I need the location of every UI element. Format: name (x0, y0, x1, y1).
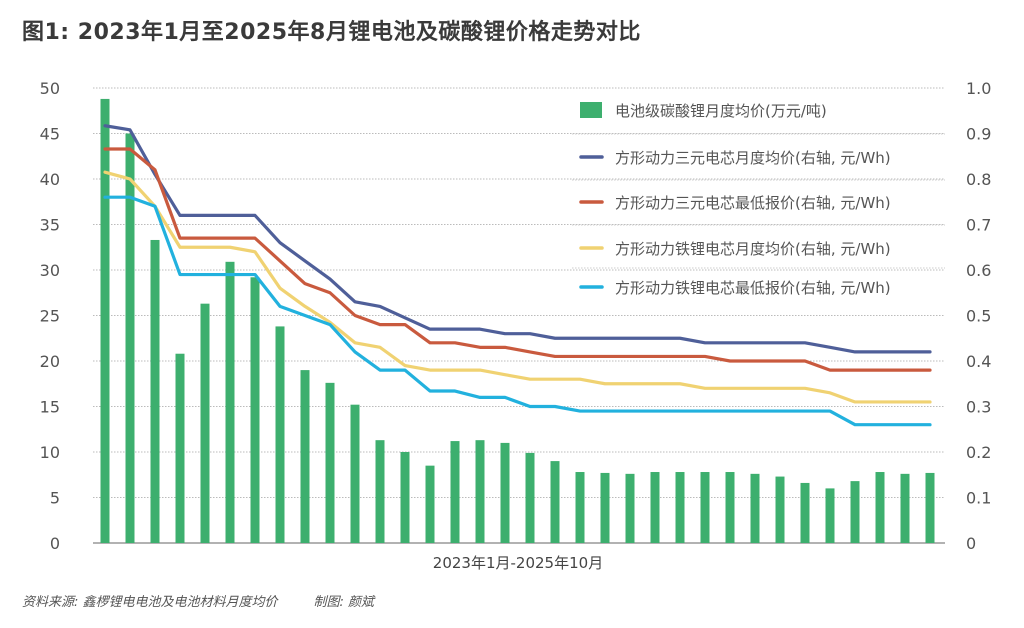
bar (425, 465, 435, 543)
right-tick-label: 0 (966, 534, 976, 553)
left-tick-label: 40 (40, 170, 60, 189)
right-tick-label: 0.6 (966, 261, 991, 280)
bar (875, 472, 885, 543)
x-axis-label: 2023年1月-2025年10月 (433, 554, 603, 572)
bar (500, 442, 510, 543)
bar (775, 476, 785, 543)
left-tick-label: 5 (50, 489, 60, 508)
bar (525, 452, 535, 543)
bar (650, 472, 660, 543)
bar (175, 353, 185, 543)
chart-title: 图1: 2023年1月至2025年8月锂电池及碳酸锂价格走势对比 (22, 20, 641, 45)
left-tick-label: 20 (40, 352, 60, 371)
bar (250, 277, 260, 543)
bar (150, 239, 160, 543)
bar (325, 382, 335, 543)
bar (825, 488, 835, 543)
left-tick-label: 0 (50, 534, 60, 553)
legend: 电池级碳酸锂月度均价(万元/吨) 方形动力三元电芯月度均价(右轴, 元/Wh) 方形… (572, 102, 945, 297)
bar (600, 472, 610, 543)
series-line (103, 195, 932, 427)
bar (375, 440, 385, 543)
right-axis-ticks: 0 0.1 0.2 0.3 0.4 0.5 0.6 0.7 0.8 0.9 1.0 (966, 79, 991, 553)
left-tick-label: 15 (40, 398, 60, 417)
legend-label: 方形动力三元电芯最低报价(右轴, 元/Wh) (615, 194, 891, 212)
credit-text: 制图: 颜斌 (313, 595, 375, 610)
bar (575, 472, 585, 543)
bar (100, 98, 110, 544)
bar-series (100, 98, 935, 544)
right-tick-label: 0.1 (966, 489, 991, 508)
bar (925, 472, 935, 543)
bar (700, 472, 710, 543)
bar (350, 404, 360, 543)
bar (750, 473, 760, 543)
right-tick-label: 0.5 (966, 307, 991, 326)
right-tick-label: 0.3 (966, 398, 991, 417)
legend-label: 方形动力铁锂电芯月度均价(右轴, 元/Wh) (615, 240, 891, 258)
bar (725, 472, 735, 543)
source-text: 资料来源: 鑫椤锂电电池及电池材料月度均价 (22, 595, 278, 610)
right-tick-label: 1.0 (966, 79, 991, 98)
line-series (103, 124, 932, 427)
right-tick-label: 0.4 (966, 352, 991, 371)
bar (225, 261, 235, 543)
right-tick-label: 0.8 (966, 170, 991, 189)
bar (800, 482, 810, 543)
left-tick-label: 45 (40, 125, 60, 144)
left-tick-label: 25 (40, 307, 60, 326)
left-tick-label: 35 (40, 216, 60, 235)
legend-label: 方形动力三元电芯月度均价(右轴, 元/Wh) (615, 149, 891, 167)
bar (475, 440, 485, 543)
right-tick-label: 0.7 (966, 216, 991, 235)
source-note: 资料来源: 鑫椤锂电电池及电池材料月度均价 制图: 颜斌 (22, 591, 410, 610)
bar (450, 441, 460, 543)
bar (400, 452, 410, 543)
bar (850, 481, 860, 543)
series-line (103, 147, 932, 372)
left-tick-label: 10 (40, 443, 60, 462)
right-tick-label: 0.9 (966, 125, 991, 144)
bar (200, 303, 210, 543)
bar (900, 473, 910, 543)
bar (625, 473, 635, 543)
legend-swatch-bar (580, 102, 602, 118)
bar (550, 461, 560, 543)
legend-label: 方形动力铁锂电芯最低报价(右轴, 元/Wh) (615, 279, 891, 297)
gridlines (93, 87, 945, 544)
bar (300, 370, 310, 543)
left-axis-ticks: 0 5 10 15 20 25 30 35 40 45 50 (40, 79, 60, 553)
bar (675, 472, 685, 543)
left-tick-label: 30 (40, 261, 60, 280)
bar (125, 133, 135, 543)
left-tick-label: 50 (40, 79, 60, 98)
series-line (103, 124, 932, 354)
bar (275, 326, 285, 543)
series-line (103, 170, 932, 404)
legend-label: 电池级碳酸锂月度均价(万元/吨) (615, 102, 827, 120)
right-tick-label: 0.2 (966, 443, 991, 462)
